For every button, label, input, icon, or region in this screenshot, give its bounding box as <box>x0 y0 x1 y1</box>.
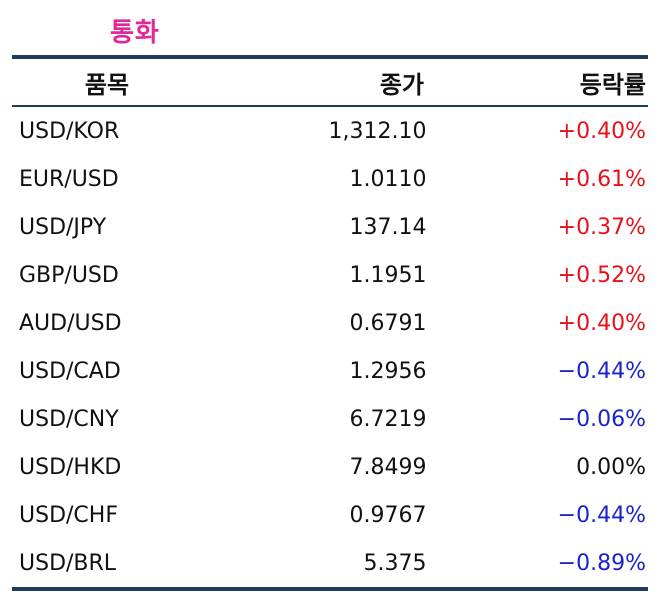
row-name: USD/BRL <box>19 550 117 576</box>
row-name: AUD/USD <box>19 310 122 336</box>
row-change: +0.52% <box>557 262 646 288</box>
table-row: USD/HKD 7.8499 0.00% <box>12 443 648 491</box>
row-name: EUR/USD <box>19 166 119 192</box>
row-change: 0.00% <box>576 454 646 480</box>
table-row: USD/CNY 6.7219 −0.06% <box>12 395 648 443</box>
row-name: USD/CAD <box>19 358 121 384</box>
table-row: EUR/USD 1.0110 +0.61% <box>12 155 648 203</box>
section-title: 통화 <box>110 18 160 48</box>
row-change: −0.44% <box>557 502 646 528</box>
header-close: 종가 <box>379 70 424 99</box>
table-top-rule <box>12 55 648 59</box>
table-bottom-rule <box>12 587 648 591</box>
row-close: 137.14 <box>349 214 427 240</box>
row-change: −0.89% <box>557 550 646 576</box>
table-row: USD/CHF 0.9767 −0.44% <box>12 491 648 539</box>
row-change: −0.06% <box>557 406 646 432</box>
table-header: 품목 종가 등락률 <box>12 59 648 107</box>
table-row: USD/BRL 5.375 −0.89% <box>12 539 648 587</box>
row-close: 6.7219 <box>349 406 427 432</box>
header-change: 등락률 <box>579 70 646 99</box>
row-change: +0.61% <box>557 166 646 192</box>
row-close: 1,312.10 <box>328 118 427 144</box>
header-name: 품목 <box>84 70 130 99</box>
table-row: GBP/USD 1.1951 +0.52% <box>12 251 648 299</box>
row-change: −0.44% <box>557 358 646 384</box>
row-name: USD/HKD <box>19 454 122 480</box>
table-row: USD/CAD 1.2956 −0.44% <box>12 347 648 395</box>
row-name: USD/CNY <box>19 406 119 432</box>
row-name: USD/JPY <box>19 214 107 240</box>
table-row: USD/KOR 1,312.10 +0.40% <box>12 107 648 155</box>
row-close: 0.9767 <box>349 502 427 528</box>
row-close: 1.1951 <box>349 262 427 288</box>
row-close: 0.6791 <box>349 310 427 336</box>
row-close: 5.375 <box>363 550 427 576</box>
row-name: USD/KOR <box>19 118 120 144</box>
row-name: GBP/USD <box>19 262 119 288</box>
row-change: +0.40% <box>557 118 646 144</box>
row-close: 1.2956 <box>349 358 427 384</box>
row-close: 7.8499 <box>349 454 427 480</box>
row-name: USD/CHF <box>19 502 118 528</box>
table-row: USD/JPY 137.14 +0.37% <box>12 203 648 251</box>
table-row: AUD/USD 0.6791 +0.40% <box>12 299 648 347</box>
row-change: +0.40% <box>557 310 646 336</box>
row-close: 1.0110 <box>349 166 427 192</box>
currency-table: 품목 종가 등락률 USD/KOR 1,312.10 +0.40% EUR/US… <box>12 55 648 591</box>
row-change: +0.37% <box>557 214 646 240</box>
